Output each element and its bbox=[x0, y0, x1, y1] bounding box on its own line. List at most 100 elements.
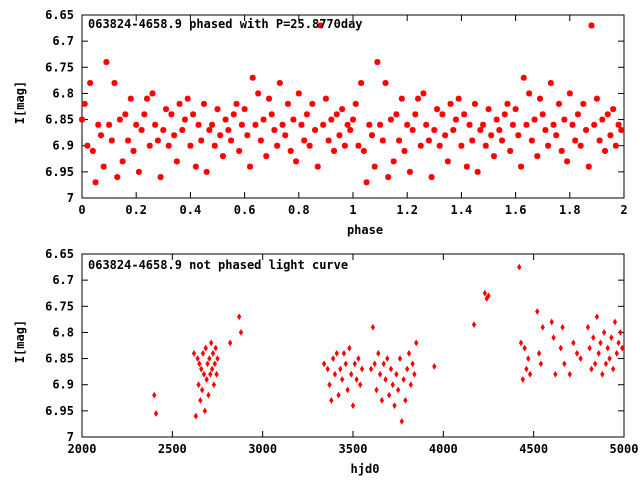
data-point bbox=[538, 360, 544, 368]
x-tick-label: 2000 bbox=[68, 442, 97, 456]
data-point bbox=[574, 349, 580, 357]
data-point bbox=[241, 106, 248, 113]
data-point bbox=[321, 360, 327, 368]
data-point bbox=[79, 116, 85, 123]
data-point bbox=[447, 100, 454, 107]
data-point bbox=[423, 121, 430, 128]
y-tick-label: 6.8 bbox=[52, 325, 74, 339]
data-point bbox=[149, 90, 156, 97]
data-point bbox=[520, 376, 525, 383]
data-point bbox=[209, 121, 216, 128]
data-series bbox=[79, 22, 625, 186]
data-point bbox=[359, 365, 365, 373]
data-point bbox=[212, 360, 217, 368]
data-point bbox=[284, 100, 291, 107]
data-point bbox=[238, 329, 244, 336]
x-tick-label: 0.4 bbox=[180, 203, 202, 217]
data-point bbox=[507, 147, 514, 154]
data-point bbox=[173, 158, 180, 165]
data-point bbox=[244, 132, 251, 139]
data-point bbox=[211, 142, 218, 149]
data-point bbox=[388, 365, 394, 373]
data-point bbox=[482, 142, 489, 149]
data-point bbox=[377, 370, 383, 378]
data-point bbox=[387, 116, 394, 123]
data-point bbox=[528, 137, 535, 144]
data-point bbox=[536, 95, 543, 102]
data-point bbox=[222, 116, 229, 123]
data-point bbox=[249, 74, 256, 81]
data-point bbox=[358, 79, 365, 86]
data-point bbox=[200, 349, 206, 357]
data-point bbox=[377, 121, 384, 128]
phased-light-curve-panel: 0 0.2 0.4 0.6 0.8 1 1.2 1.4 1.6 1.8 2 6.65 6.7 6.75 6.… bbox=[13, 8, 628, 237]
data-point bbox=[393, 111, 400, 118]
data-point bbox=[89, 147, 96, 154]
x-tick-label: 2500 bbox=[158, 442, 187, 456]
data-point bbox=[168, 111, 175, 118]
data-point bbox=[196, 381, 201, 389]
data-point bbox=[396, 386, 401, 394]
data-point bbox=[203, 168, 210, 175]
data-point bbox=[549, 318, 554, 326]
data-point bbox=[306, 142, 313, 149]
y-tick-label: 6.95 bbox=[45, 404, 74, 418]
y-tick-label: 6.65 bbox=[45, 8, 74, 22]
data-point bbox=[605, 344, 610, 352]
data-point bbox=[403, 397, 408, 404]
data-point bbox=[383, 376, 388, 383]
data-point bbox=[341, 349, 347, 357]
data-point bbox=[618, 329, 623, 336]
data-point bbox=[176, 100, 183, 107]
data-point bbox=[580, 100, 587, 107]
data-point bbox=[217, 132, 224, 139]
data-point bbox=[504, 100, 511, 107]
data-point bbox=[379, 137, 386, 144]
y-tick-label: 6.8 bbox=[52, 86, 74, 100]
data-point bbox=[119, 158, 126, 165]
data-point bbox=[471, 321, 477, 328]
data-point bbox=[341, 142, 348, 149]
data-point bbox=[607, 132, 614, 139]
data-point bbox=[428, 174, 435, 181]
data-point bbox=[236, 147, 243, 154]
data-point bbox=[230, 111, 237, 118]
data-point bbox=[207, 355, 212, 362]
x-tick-label: 3000 bbox=[248, 442, 277, 456]
data-point bbox=[442, 132, 449, 139]
data-point bbox=[562, 360, 567, 368]
data-point bbox=[592, 360, 598, 368]
data-point bbox=[401, 376, 406, 383]
y-tick-label: 6.9 bbox=[52, 378, 74, 392]
data-point bbox=[612, 142, 619, 149]
data-point bbox=[293, 158, 300, 165]
data-point bbox=[493, 116, 500, 123]
data-point bbox=[612, 318, 618, 326]
data-point bbox=[215, 355, 220, 362]
x-tick-label: 0 bbox=[78, 203, 85, 217]
data-point bbox=[199, 386, 205, 394]
data-point bbox=[609, 334, 614, 342]
data-point bbox=[312, 127, 319, 134]
data-point bbox=[329, 397, 334, 404]
data-point bbox=[550, 121, 557, 128]
x-tick-label: 5000 bbox=[610, 442, 639, 456]
data-point bbox=[301, 137, 308, 144]
data-point bbox=[614, 349, 619, 357]
data-point bbox=[601, 329, 607, 336]
data-point bbox=[255, 90, 262, 97]
x-tick-label: 1.8 bbox=[559, 203, 581, 217]
plot-frame bbox=[81, 253, 625, 438]
y-tick-label: 6.85 bbox=[45, 352, 74, 366]
data-point bbox=[412, 111, 419, 118]
data-point bbox=[585, 323, 591, 331]
data-point bbox=[425, 137, 432, 144]
data-point bbox=[225, 127, 232, 134]
data-point bbox=[398, 95, 405, 102]
data-point bbox=[526, 355, 531, 362]
data-point bbox=[397, 355, 403, 362]
data-point bbox=[190, 111, 197, 118]
data-point bbox=[577, 142, 584, 149]
data-point bbox=[392, 402, 397, 409]
data-point bbox=[211, 381, 217, 389]
